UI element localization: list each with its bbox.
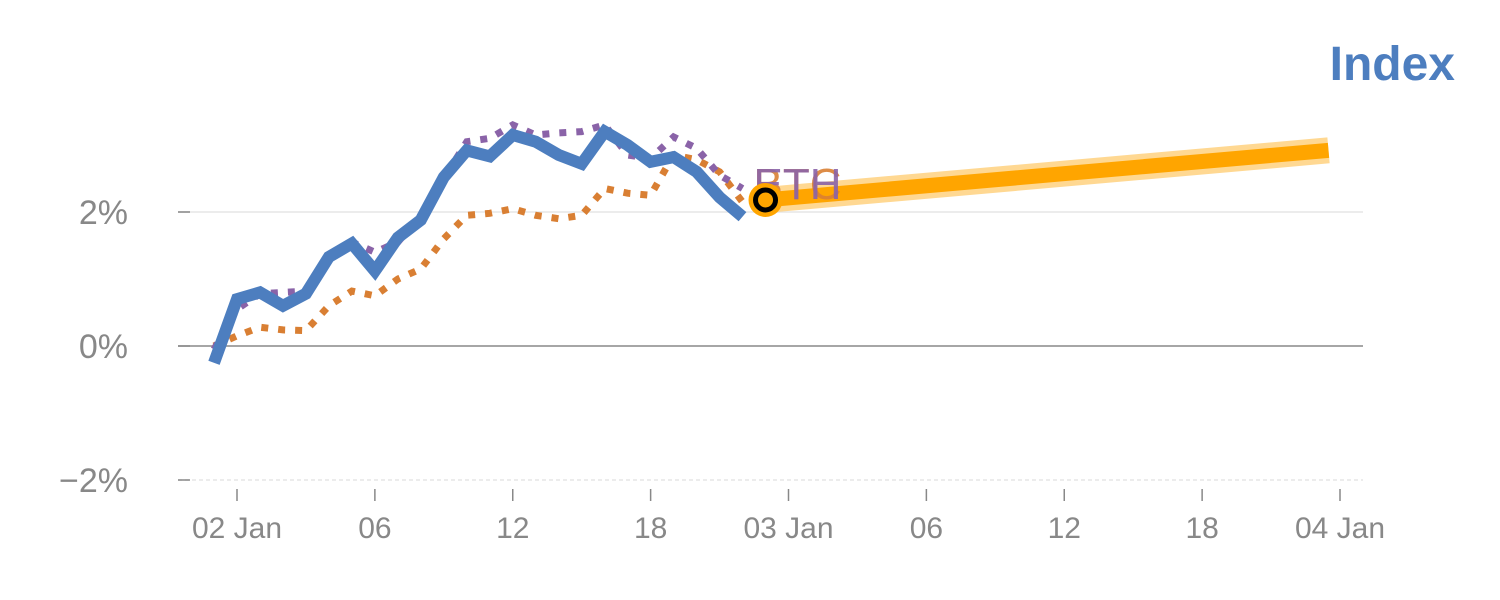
x-tick-label: 04 Jan [1295,512,1385,545]
y-tick-label: 0% [79,328,128,366]
series-line-index [208,123,747,365]
x-axis: 02 Jan 06 12 18 03 Jan 06 12 18 04 Jan [192,489,1385,545]
chart-title: Index [1330,38,1456,91]
forecast [764,137,1330,213]
x-tick-label: 12 [1048,512,1081,545]
x-tick-label: 06 [358,512,391,545]
series-line-btc [212,151,746,350]
y-tick-label: 2% [79,194,128,232]
x-tick-label: 02 Jan [192,512,282,545]
x-tick-label: 03 Jan [743,512,833,545]
forecast-line [764,142,1330,208]
y-axis: 2% 0% −2% [59,194,190,500]
current-value-marker-ring [753,187,779,213]
x-tick-label: 18 [1185,512,1218,545]
x-tick-label: 12 [496,512,529,545]
x-tick-label: 06 [910,512,943,545]
x-tick-label: 18 [634,512,667,545]
series [208,120,747,365]
y-tick-label: −2% [59,462,128,500]
